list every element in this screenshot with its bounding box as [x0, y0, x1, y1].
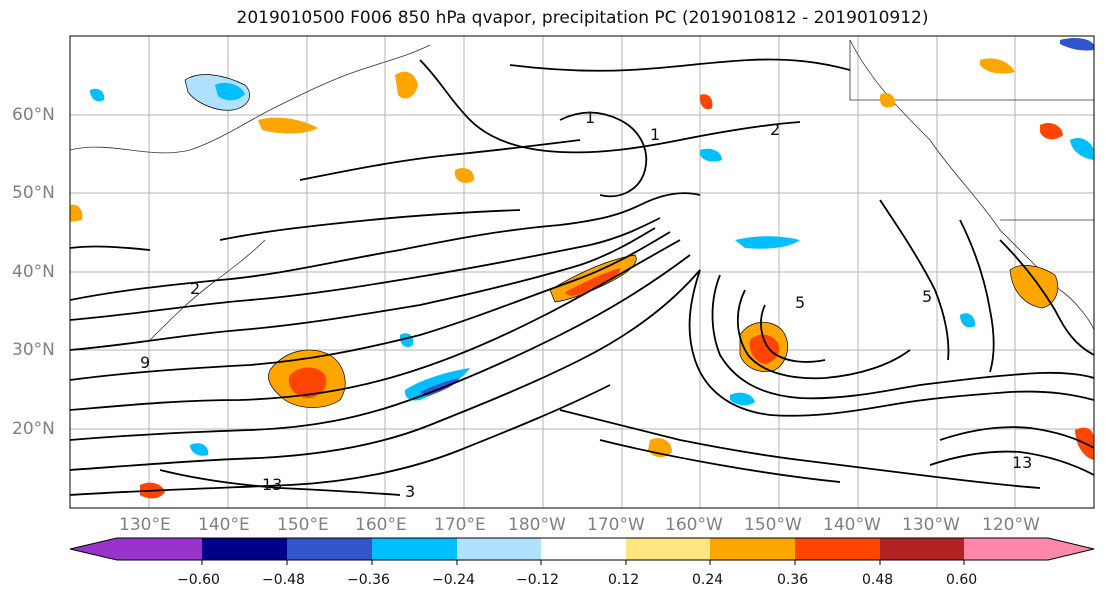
colorbar — [69, 537, 1095, 565]
plot-frame — [69, 35, 1095, 509]
colorbar-swatch — [880, 538, 964, 560]
contour-label: 3 — [405, 482, 415, 501]
colorbar-tick-label: 0.24 — [692, 572, 724, 588]
contour-label: 5 — [795, 293, 805, 312]
colorbar-swatch — [795, 538, 880, 560]
contour-label: 2 — [190, 279, 200, 298]
lat-label: 60°N — [12, 105, 55, 125]
colorbar-tick-label: −0.60 — [177, 572, 220, 588]
lon-label: 160°E — [355, 515, 407, 535]
lon-label: 150°W — [744, 515, 802, 535]
lat-label: 20°N — [12, 419, 55, 439]
colorbar-frame — [69, 537, 1095, 561]
colorbar-tick-label: −0.12 — [516, 572, 559, 588]
fill-outline-contours — [184, 74, 1059, 408]
colorbar-tick-label: −0.24 — [432, 572, 475, 588]
contour-label: 1 — [585, 108, 595, 127]
colorbar-tick-label: −0.36 — [347, 572, 390, 588]
moisture-contours — [70, 58, 1094, 496]
colorbar-tick-label: 0.48 — [862, 572, 894, 588]
colorbar-swatch — [626, 538, 710, 560]
colorbar-tick-label: 0.12 — [608, 572, 640, 588]
lat-label: 40°N — [12, 262, 55, 282]
contour-label: 2 — [770, 120, 780, 139]
colorbar-tick-label: 0.60 — [946, 572, 978, 588]
colorbar-swatch — [70, 538, 202, 560]
lon-label: 130°E — [119, 515, 171, 535]
contour-labels: 2 5 5 9 13 13 3 1 2 1 — [140, 108, 1032, 501]
colorbar-swatch — [457, 538, 541, 560]
contour-label: 9 — [140, 353, 150, 372]
contour-label: 13 — [262, 475, 282, 494]
lon-label: 170°E — [434, 515, 486, 535]
colorbar-swatch — [710, 538, 795, 560]
map-title: 2019010500 F006 850 hPa qvapor, precipit… — [236, 8, 929, 28]
colorbar-swatch — [287, 538, 372, 560]
contour-label: 5 — [922, 287, 932, 306]
lat-label: 30°N — [12, 340, 55, 360]
contour-label: 1 — [650, 125, 660, 144]
lon-label: 130°W — [902, 515, 960, 535]
lon-label: 160°W — [665, 515, 723, 535]
colorbar-swatch — [372, 538, 457, 560]
contour-label: 13 — [1012, 453, 1032, 472]
lon-label: 150°E — [277, 515, 329, 535]
colorbar-swatch — [964, 538, 1094, 560]
lon-label: 170°W — [587, 515, 645, 535]
lon-label: 120°W — [982, 515, 1040, 535]
lon-label: 180°W — [508, 515, 566, 535]
colorbar-swatch — [541, 538, 626, 560]
colorbar-tick-label: 0.36 — [777, 572, 809, 588]
negative-anomaly-fills — [90, 37, 1094, 456]
lon-label: 140°W — [823, 515, 881, 535]
positive-anomaly-fills — [70, 58, 1094, 499]
lat-label: 50°N — [12, 183, 55, 203]
colorbar-swatch — [202, 538, 287, 560]
colorbar-tick-label: −0.48 — [262, 572, 305, 588]
lon-label: 140°E — [198, 515, 250, 535]
